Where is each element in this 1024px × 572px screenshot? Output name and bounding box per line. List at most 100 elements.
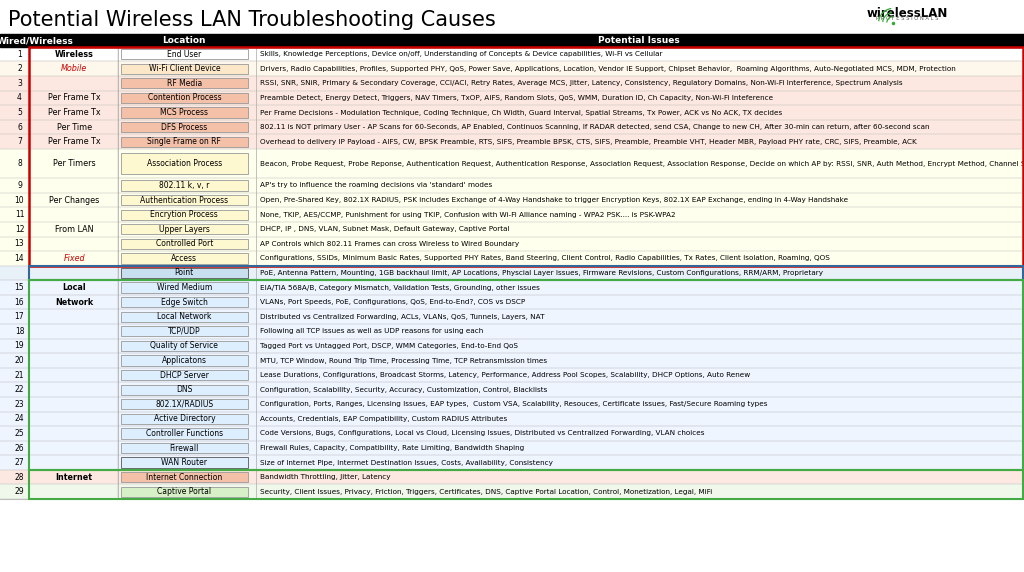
Bar: [121, 370, 248, 380]
Text: AP Controls which 802.11 Frames can cross Wireless to Wired Boundary: AP Controls which 802.11 Frames can cros…: [260, 241, 519, 247]
Bar: [121, 253, 248, 264]
Bar: [121, 224, 248, 235]
Text: Per Time: Per Time: [56, 122, 92, 132]
Bar: [121, 209, 248, 220]
Text: Accounts, Credentials, EAP Compatibility, Custom RADIUS Attributes: Accounts, Credentials, EAP Compatibility…: [260, 416, 507, 422]
Text: 29: 29: [14, 487, 25, 496]
Bar: [121, 93, 248, 103]
Bar: [0, 34, 1024, 47]
Bar: [0, 265, 1022, 280]
Text: P R O F E S S I O N A L S: P R O F E S S I O N A L S: [876, 16, 939, 21]
Text: TCP/UDP: TCP/UDP: [168, 327, 201, 336]
Bar: [0, 324, 1022, 339]
Bar: [121, 384, 248, 395]
Text: 9: 9: [17, 181, 22, 190]
Text: Wired/Wireless: Wired/Wireless: [0, 36, 74, 45]
Bar: [121, 153, 248, 174]
Bar: [121, 355, 248, 366]
Text: Lease Durations, Configurations, Broadcast Storms, Latency, Performance, Address: Lease Durations, Configurations, Broadca…: [260, 372, 751, 378]
Text: 802.11 is NOT primary User - AP Scans for 60-Seconds, AP Enabled, Continuos Scan: 802.11 is NOT primary User - AP Scans fo…: [260, 124, 930, 130]
Bar: [0, 120, 1022, 134]
Text: Encrytion Process: Encrytion Process: [151, 210, 218, 219]
Bar: [0, 149, 1022, 178]
Text: MTU, TCP Window, Round Trip Time, Processing Time, TCP Retransmission times: MTU, TCP Window, Round Trip Time, Proces…: [260, 358, 547, 363]
Bar: [121, 137, 248, 147]
Text: RF Media: RF Media: [167, 79, 202, 88]
Bar: [0, 207, 1022, 222]
Text: Tagged Port vs Untagged Port, DSCP, WMM Categories, End-to-End QoS: Tagged Port vs Untagged Port, DSCP, WMM …: [260, 343, 518, 349]
Bar: [0, 76, 1022, 90]
Text: Per Frame Tx: Per Frame Tx: [48, 137, 100, 146]
Text: EIA/TIA 568A/B, Category Mismatch, Validation Tests, Grounding, other issues: EIA/TIA 568A/B, Category Mismatch, Valid…: [260, 285, 540, 291]
Bar: [121, 63, 248, 74]
Text: 15: 15: [14, 283, 25, 292]
Bar: [0, 339, 1022, 353]
Text: WAN Router: WAN Router: [162, 458, 207, 467]
Text: Bandwidth Throttling, Jitter, Latency: Bandwidth Throttling, Jitter, Latency: [260, 474, 390, 480]
Bar: [121, 443, 248, 453]
Bar: [0, 440, 1022, 455]
Text: 17: 17: [14, 312, 25, 321]
Text: Potential Issues: Potential Issues: [598, 36, 680, 45]
Text: Open, Pre-Shared Key, 802.1X RADIUS, PSK includes Exchange of 4-Way Handshake to: Open, Pre-Shared Key, 802.1X RADIUS, PSK…: [260, 197, 848, 203]
Bar: [0, 426, 1022, 440]
Bar: [121, 487, 248, 497]
Text: 6: 6: [17, 122, 22, 132]
Text: Per Frame Tx: Per Frame Tx: [48, 108, 100, 117]
Text: DFS Process: DFS Process: [161, 122, 208, 132]
Text: Beacon, Probe Request, Probe Reponse, Authentication Request, Authentication Res: Beacon, Probe Request, Probe Reponse, Au…: [260, 161, 1024, 166]
Text: 14: 14: [14, 254, 25, 263]
Text: 11: 11: [14, 210, 25, 219]
Bar: [121, 472, 248, 482]
Text: Association Process: Association Process: [146, 159, 222, 168]
Bar: [0, 280, 1022, 295]
Text: Local Network: Local Network: [157, 312, 212, 321]
Bar: [0, 382, 1022, 397]
Bar: [0, 134, 1022, 149]
Text: 12: 12: [14, 225, 25, 234]
Text: 7: 7: [17, 137, 22, 146]
Text: 21: 21: [14, 371, 25, 380]
Text: Wired Medium: Wired Medium: [157, 283, 212, 292]
Text: Firewall Rules, Capacity, Compatibility, Rate Limiting, Bandwidth Shaping: Firewall Rules, Capacity, Compatibility,…: [260, 445, 524, 451]
Text: Internet: Internet: [55, 472, 93, 482]
Text: 802.11 k, v, r: 802.11 k, v, r: [159, 181, 210, 190]
Text: Security, Client Issues, Privacy, Friction, Triggers, Certificates, DNS, Captive: Security, Client Issues, Privacy, Fricti…: [260, 489, 713, 495]
Bar: [121, 428, 248, 439]
Text: 8: 8: [17, 159, 22, 168]
Text: 20: 20: [14, 356, 25, 365]
Text: Applicatons: Applicatons: [162, 356, 207, 365]
Text: Following all TCP issues as well as UDP reasons for using each: Following all TCP issues as well as UDP …: [260, 328, 483, 334]
Text: 16: 16: [14, 297, 25, 307]
Text: Code Versions, Bugs, Configurations, Local vs Cloud, Licensing Issues, Distribut: Code Versions, Bugs, Configurations, Loc…: [260, 431, 705, 436]
Text: 13: 13: [14, 239, 25, 248]
Text: 22: 22: [14, 385, 25, 394]
Bar: [0, 47, 1022, 61]
Bar: [121, 414, 248, 424]
Text: Local: Local: [62, 283, 86, 292]
Text: wirelessLAN: wirelessLAN: [866, 7, 948, 20]
Text: 24: 24: [14, 414, 25, 423]
Text: Configuration, Ports, Ranges, Licensing Issues, EAP types,  Custom VSA, Scalabil: Configuration, Ports, Ranges, Licensing …: [260, 402, 768, 407]
Bar: [121, 78, 248, 89]
Bar: [29, 265, 1023, 280]
Bar: [121, 108, 248, 118]
Bar: [0, 397, 1022, 411]
Text: 25: 25: [14, 429, 25, 438]
Text: Controller Functions: Controller Functions: [145, 429, 223, 438]
Bar: [121, 458, 248, 468]
Text: Internet Connection: Internet Connection: [146, 472, 222, 482]
Text: Distributed vs Centralized Forwarding, ACLs, VLANs, QoS, Tunnels, Layers, NAT: Distributed vs Centralized Forwarding, A…: [260, 314, 545, 320]
Text: Preamble Detect, Energy Detect, Triggers, NAV Timers, TxOP, AIFS, Random Slots, : Preamble Detect, Energy Detect, Triggers…: [260, 95, 773, 101]
Text: Wi-Fi Client Device: Wi-Fi Client Device: [148, 64, 220, 73]
Text: Per Frame Decisions - Modulation Technique, Coding Technique, Ch Width, Guard In: Per Frame Decisions - Modulation Techniq…: [260, 110, 782, 116]
Bar: [0, 236, 1022, 251]
Text: Skills, Knowledge Perceptions, Device on/off, Understanding of Concepts & Device: Skills, Knowledge Perceptions, Device on…: [260, 51, 663, 57]
Text: From LAN: From LAN: [55, 225, 93, 234]
Text: 27: 27: [14, 458, 25, 467]
Bar: [0, 368, 1022, 382]
Text: Per Changes: Per Changes: [49, 196, 99, 205]
Bar: [0, 193, 1022, 207]
Text: Authentication Process: Authentication Process: [140, 196, 228, 205]
Bar: [0, 90, 1022, 105]
